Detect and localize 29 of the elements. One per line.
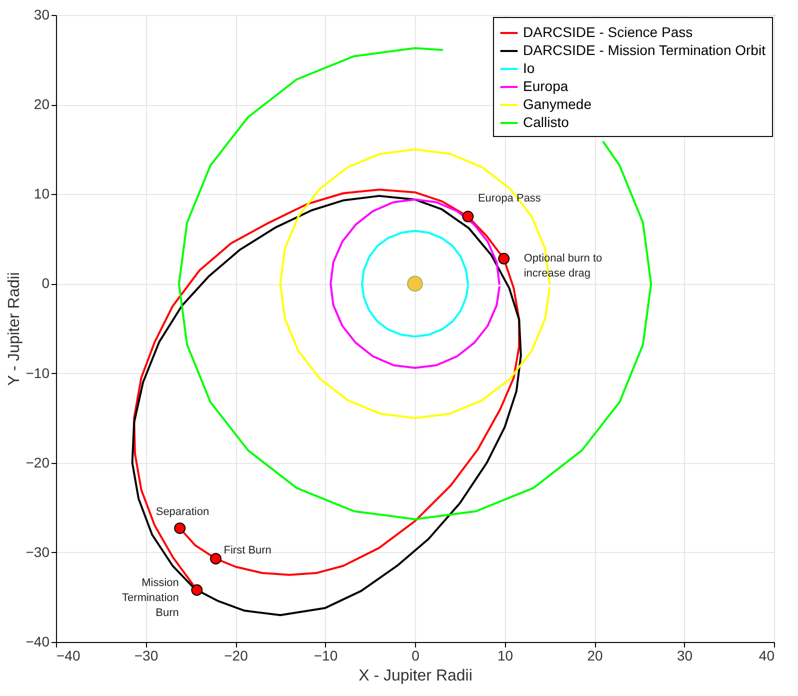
legend-label: DARCSIDE - Mission Termination Orbit xyxy=(523,42,766,58)
x-axis-title: X - Jupiter Radii xyxy=(358,668,472,684)
legend-label: Callisto xyxy=(523,114,570,130)
x-tick-label: 30 xyxy=(676,648,693,664)
y-tick-label: −10 xyxy=(26,364,50,381)
legend-label: Ganymede xyxy=(523,96,592,112)
x-tick-label: −20 xyxy=(224,648,248,664)
legend-label: DARCSIDE - Science Pass xyxy=(523,24,693,40)
annotation: Mission Termination Burn xyxy=(122,577,179,620)
legend-label: Io xyxy=(523,60,535,76)
y-tick-label: −40 xyxy=(26,634,50,650)
y-tick-label: 0 xyxy=(42,275,50,292)
x-tick-label: −30 xyxy=(134,648,158,664)
y-axis-title: Y - Jupiter Radii xyxy=(6,272,23,386)
y-tick-label: 20 xyxy=(34,96,50,112)
line-series xyxy=(361,230,469,338)
y-tick-label: −30 xyxy=(26,544,50,560)
x-tick-label: 40 xyxy=(758,648,775,664)
y-tick-label: −20 xyxy=(26,454,50,470)
annotation: Separation xyxy=(156,506,210,518)
x-tick-label: 0 xyxy=(412,648,420,664)
x-tick-label: 20 xyxy=(587,648,603,664)
x-tick-label: −40 xyxy=(56,648,80,664)
x-tick-label: −10 xyxy=(314,648,338,664)
y-tick-label: 10 xyxy=(34,186,50,202)
y-tick-label: 30 xyxy=(34,6,50,22)
legend-label: Europa xyxy=(523,78,568,94)
annotation: First Burn xyxy=(224,544,272,557)
x-tick-label: 10 xyxy=(497,648,514,664)
